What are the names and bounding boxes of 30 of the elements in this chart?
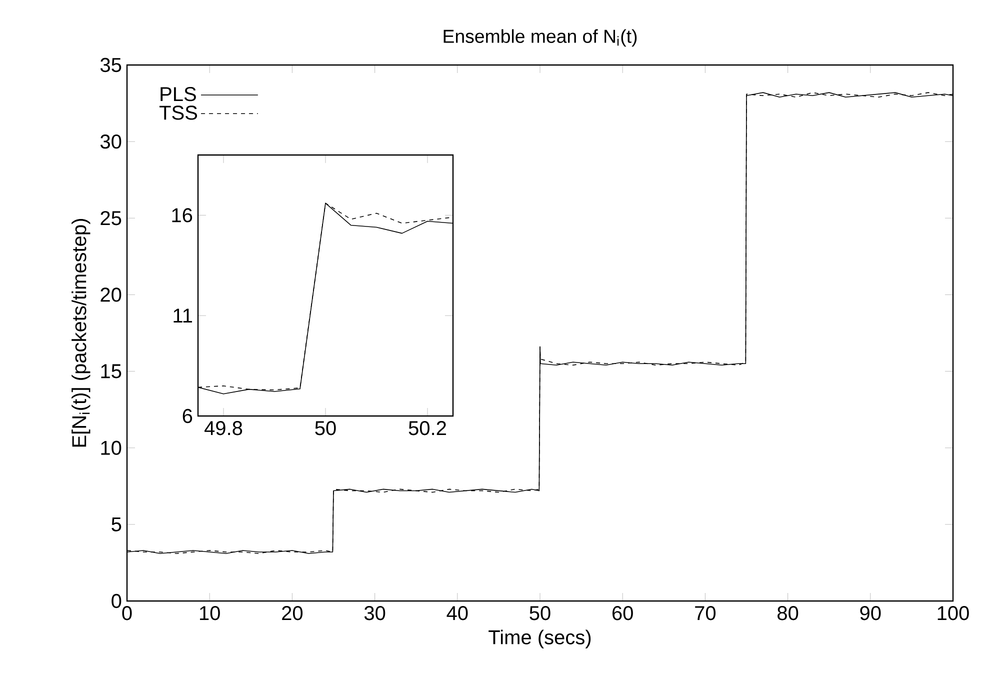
y-tick-label: 11 [174,308,192,322]
x-tick-label: 49.8 [204,421,242,436]
x-tick-label: 50 [530,606,550,620]
legend-label: PLS [160,87,196,102]
x-axis-title: Time (secs) [488,630,591,648]
x-tick-label: 50 [315,421,336,436]
legend-label: TSS [159,106,198,120]
y-tick-label: 35 [100,58,122,72]
y-tick-label: 10 [101,440,122,455]
y-tick-label: 25 [100,211,122,226]
y-tick-label: 20 [100,288,122,302]
y-axis-title: E[N$_{i}$(t)] (packets/timestep) [72,219,90,447]
y-tick-label: 15 [101,364,122,378]
x-tick-label: 80 [778,606,798,620]
x-tick-label: 70 [695,606,716,620]
chart-title: Ensemble mean of N$_{i}$(t) [444,29,637,47]
y-tick-label: 0 [112,594,122,608]
x-tick-label: 90 [860,606,881,620]
x-tick-label: 20 [282,606,303,620]
x-tick-label: 40 [446,606,468,620]
x-tick-label: 10 [200,606,220,620]
x-tick-label: 60 [612,606,633,620]
y-tick-label: 16 [172,208,192,222]
x-tick-label: 30 [364,606,386,620]
x-tick-label: 0 [122,606,132,620]
x-tick-label: 100 [938,606,969,620]
y-tick-label: 6 [182,408,192,424]
y-tick-label: 5 [112,517,122,532]
y-tick-label: 30 [100,134,122,149]
x-tick-label: 50.2 [408,421,446,436]
